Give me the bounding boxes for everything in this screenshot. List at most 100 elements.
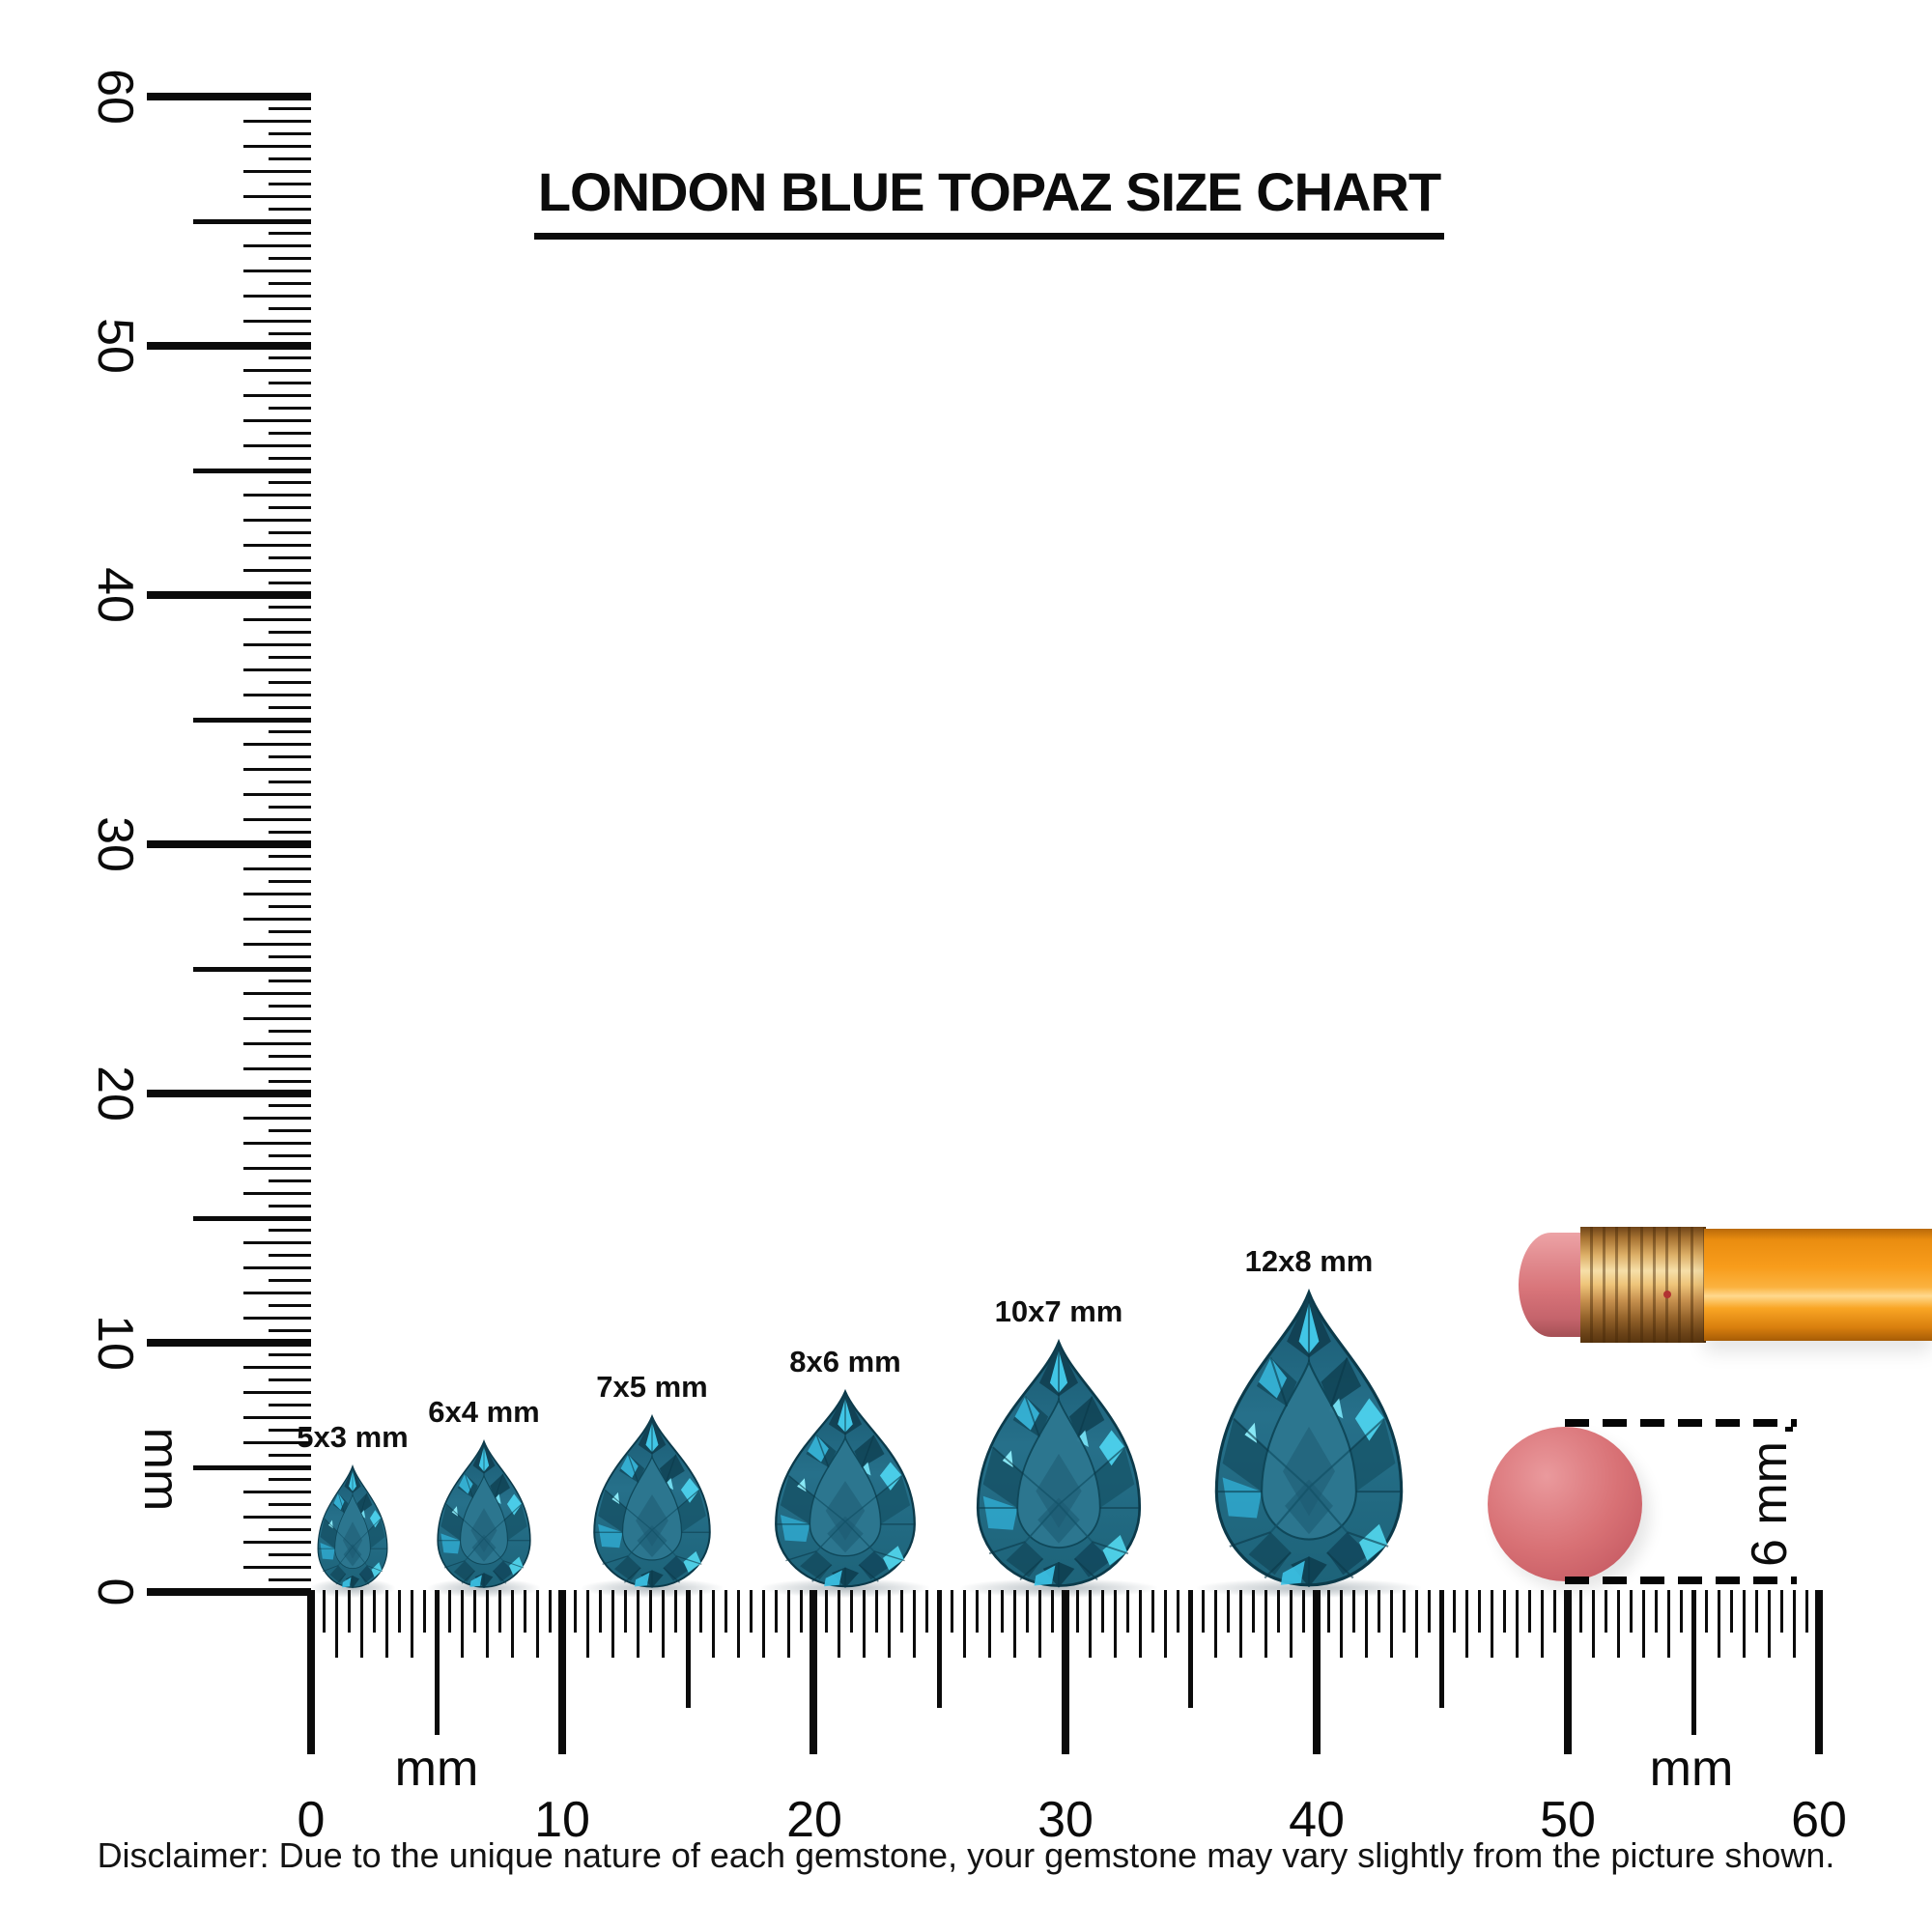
ferrule-dot [1663, 1291, 1671, 1298]
h-ruler-number-40: 40 [1289, 1792, 1345, 1848]
h-ruler-unit-label-right: mm [1649, 1741, 1734, 1797]
ruler-tick [269, 755, 311, 759]
gem-5x3: 5x3 mm [297, 1420, 409, 1598]
ruler-tick [460, 1590, 464, 1658]
v-ruler-number-30: 30 [87, 816, 143, 872]
ruler-tick [372, 1590, 376, 1633]
ruler-tick [269, 705, 311, 709]
ruler-tick [1139, 1590, 1143, 1658]
ruler-tick [243, 1266, 311, 1270]
ruler-tick [269, 656, 311, 659]
gem-shadow [760, 1578, 930, 1598]
pencil-ferrule [1580, 1227, 1706, 1343]
ruler-tick [1365, 1590, 1369, 1658]
ruler-tick [193, 1215, 311, 1221]
gem-image-5x3 [317, 1465, 388, 1589]
ruler-tick [243, 1066, 311, 1070]
ruler-tick [434, 1590, 440, 1735]
disclaimer-text: Disclaimer: Due to the unique nature of … [97, 1835, 1835, 1875]
ruler-tick [269, 1279, 311, 1282]
ruler-tick [1428, 1590, 1432, 1633]
ruler-tick [899, 1590, 903, 1633]
gem-6x4: 6x4 mm [427, 1395, 541, 1598]
v-ruler-number-40: 40 [87, 567, 143, 623]
gem-7x5: 7x5 mm [582, 1370, 723, 1598]
gem-image-8x6 [775, 1390, 916, 1589]
ruler-tick [1327, 1590, 1331, 1633]
gem-12x8: 12x8 mm [1196, 1244, 1422, 1598]
pencil-eraser-tip [1519, 1233, 1586, 1337]
ruler-tick [1629, 1590, 1633, 1633]
ruler-tick [963, 1590, 967, 1658]
ruler-tick [1528, 1590, 1532, 1633]
ruler-tick [243, 1017, 311, 1021]
ruler-tick [243, 618, 311, 622]
ruler-tick [1264, 1590, 1268, 1658]
ruler-tick [510, 1590, 514, 1658]
ruler-tick [269, 1378, 311, 1382]
ruler-tick [837, 1590, 840, 1658]
ruler-tick [1453, 1590, 1457, 1633]
ruler-tick [1001, 1590, 1005, 1633]
ruler-tick [147, 591, 311, 599]
ruler-tick [1742, 1590, 1746, 1658]
ruler-tick [1754, 1590, 1758, 1633]
eraser-diameter-label: 6 mm [1739, 1432, 1801, 1577]
ruler-tick [761, 1590, 765, 1658]
ruler-tick [585, 1590, 589, 1658]
ruler-tick [636, 1590, 639, 1658]
title-wrap: LONDON BLUE TOPAZ SIZE CHART [46, 160, 1932, 240]
ruler-tick [1114, 1590, 1118, 1658]
ruler-tick [269, 905, 311, 908]
h-ruler-number-50: 50 [1540, 1792, 1596, 1848]
ruler-tick [976, 1590, 980, 1633]
ruler-tick [862, 1590, 866, 1658]
ruler-tick [269, 407, 311, 410]
ruler-tick [243, 270, 311, 273]
ruler-tick [147, 93, 311, 100]
ruler-tick [1202, 1590, 1206, 1633]
ruler-tick [243, 1440, 311, 1444]
ruler-tick [1767, 1590, 1771, 1658]
ruler-tick [193, 966, 311, 972]
ruler-tick [1704, 1590, 1708, 1633]
ruler-tick [269, 1453, 311, 1457]
ruler-tick [269, 1054, 311, 1058]
ruler-tick [243, 369, 311, 373]
ruler-tick [269, 781, 311, 783]
ruler-tick [147, 1588, 311, 1596]
ruler-tick [1804, 1590, 1808, 1633]
ruler-tick [243, 145, 311, 149]
ruler-tick [243, 867, 311, 871]
ruler-tick [1061, 1590, 1069, 1754]
ruler-tick [269, 1353, 311, 1357]
ruler-tick [523, 1590, 526, 1633]
ruler-tick [243, 194, 311, 198]
ruler-tick [1214, 1590, 1218, 1658]
gem-label-10x7: 10x7 mm [994, 1294, 1123, 1328]
ruler-tick [243, 768, 311, 772]
ruler-tick [243, 294, 311, 298]
ruler-tick [1465, 1590, 1469, 1658]
ruler-tick [1290, 1590, 1293, 1658]
ruler-tick [269, 506, 311, 510]
ruler-tick [269, 182, 311, 185]
ruler-tick [269, 1079, 311, 1083]
ruler-tick [598, 1590, 602, 1633]
ruler-tick [269, 1005, 311, 1009]
v-ruler-number-10: 10 [87, 1315, 143, 1371]
ruler-tick [243, 792, 311, 796]
ruler-tick [573, 1590, 577, 1633]
ruler-tick [269, 1577, 311, 1581]
ruler-tick [1013, 1590, 1017, 1658]
ruler-tick [1654, 1590, 1658, 1633]
ruler-tick [269, 830, 311, 834]
ruler-tick [1378, 1590, 1381, 1633]
gem-shadow [960, 1578, 1157, 1598]
ruler-tick [1390, 1590, 1394, 1658]
ruler-tick [1503, 1590, 1507, 1633]
ruler-tick [1188, 1590, 1194, 1708]
ruler-tick [243, 244, 311, 248]
ruler-tick [611, 1590, 614, 1658]
